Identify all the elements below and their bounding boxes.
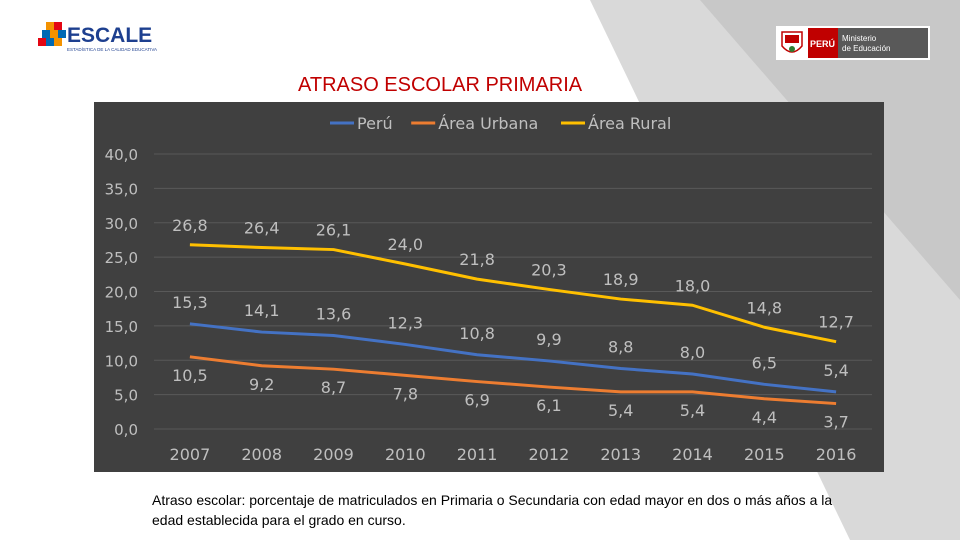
x-axis-ticks: 2007 2008 2009 2010 2011 2012 2013 2014 2015 2016 <box>170 445 857 464</box>
y-tick-label: 25,0 <box>105 249 138 267</box>
y-axis-ticks: 0,0 5,0 10,0 15,0 20,0 25,0 30,0 35,0 40,0 <box>105 146 138 439</box>
legend-label: Área Urbana <box>438 114 538 133</box>
data-label: 18,9 <box>603 270 639 289</box>
data-label: 14,1 <box>244 301 280 320</box>
y-tick-label: 20,0 <box>105 284 138 302</box>
data-label: 5,4 <box>823 361 848 380</box>
data-label: 8,0 <box>680 343 705 362</box>
y-tick-label: 15,0 <box>105 318 138 336</box>
peru-label: PERÚ <box>810 38 835 49</box>
y-tick-label: 0,0 <box>114 421 138 439</box>
escale-logo: ESCALE ESTADÍSTICA DE LA CALIDAD EDUCATI… <box>38 22 157 52</box>
data-label: 6,1 <box>536 396 561 415</box>
ministry-label-line1: Ministerio <box>842 34 877 43</box>
data-label: 20,3 <box>531 260 567 279</box>
data-label: 8,8 <box>608 338 633 357</box>
data-label: 10,5 <box>172 366 208 385</box>
ministry-label-line2: de Educación <box>842 44 890 53</box>
data-label: 24,0 <box>387 235 423 254</box>
data-label: 12,7 <box>818 313 854 332</box>
chart-panel <box>94 102 884 472</box>
series-line <box>189 243 837 344</box>
data-label: 26,4 <box>244 219 280 238</box>
minedu-logo: PERÚ Ministerio de Educación <box>776 26 930 60</box>
chart-legend: Perú Área Urbana Área Rural <box>330 114 671 133</box>
escale-logo-text: ESCALE <box>67 24 152 47</box>
page-title: ATRASO ESCOLAR PRIMARIA <box>298 74 583 96</box>
y-tick-label: 30,0 <box>105 215 138 233</box>
x-tick-label: 2007 <box>170 445 211 464</box>
data-label: 21,8 <box>459 250 495 269</box>
x-tick-label: 2016 <box>816 445 857 464</box>
legend-label: Perú <box>357 114 393 133</box>
line-chart: 0,05,010,015,020,025,030,035,040,0 2007 2… <box>105 114 872 464</box>
coat-of-arms-icon <box>781 31 803 53</box>
escale-mark-icon <box>38 22 66 46</box>
data-label: 7,8 <box>393 384 418 403</box>
footnote: Atraso escolar: porcentaje de matriculad… <box>152 492 833 528</box>
x-tick-label: 2012 <box>529 445 570 464</box>
data-label: 13,6 <box>316 305 352 324</box>
data-label: 14,8 <box>746 298 782 317</box>
data-label: 26,8 <box>172 216 208 235</box>
series-line <box>189 322 837 394</box>
data-label: 12,3 <box>387 313 423 332</box>
chart-series-lines <box>189 243 837 406</box>
chart-gridlines <box>154 153 872 430</box>
x-tick-label: 2015 <box>744 445 785 464</box>
data-label: 10,8 <box>459 324 495 343</box>
data-label: 5,4 <box>608 401 633 420</box>
data-label: 4,4 <box>752 408 777 427</box>
y-tick-label: 35,0 <box>105 180 138 198</box>
data-label: 6,9 <box>464 391 489 410</box>
data-label: 8,7 <box>321 378 346 397</box>
data-label: 15,3 <box>172 293 208 312</box>
data-label: 3,7 <box>823 413 848 432</box>
legend-label: Área Rural <box>588 114 671 133</box>
series-line <box>189 355 837 406</box>
data-label: 6,5 <box>752 353 777 372</box>
x-tick-label: 2010 <box>385 445 426 464</box>
x-tick-label: 2008 <box>241 445 282 464</box>
x-tick-label: 2013 <box>600 445 641 464</box>
data-label: 5,4 <box>680 401 705 420</box>
y-tick-label: 40,0 <box>105 146 138 164</box>
x-tick-label: 2014 <box>672 445 713 464</box>
data-label: 9,2 <box>249 375 274 394</box>
y-tick-label: 5,0 <box>114 387 138 405</box>
data-label: 9,9 <box>536 330 561 349</box>
chart-data-labels: 15,3 14,1 13,6 12,3 10,8 9,9 8,8 8,0 6,5 5,4 10,5 9… <box>172 216 854 432</box>
y-tick-label: 10,0 <box>105 352 138 370</box>
data-label: 18,0 <box>675 276 711 295</box>
x-tick-label: 2011 <box>457 445 498 464</box>
escale-logo-subtitle: ESTADÍSTICA DE LA CALIDAD EDUCATIVA <box>67 47 157 52</box>
x-tick-label: 2009 <box>313 445 354 464</box>
data-label: 26,1 <box>316 221 352 240</box>
